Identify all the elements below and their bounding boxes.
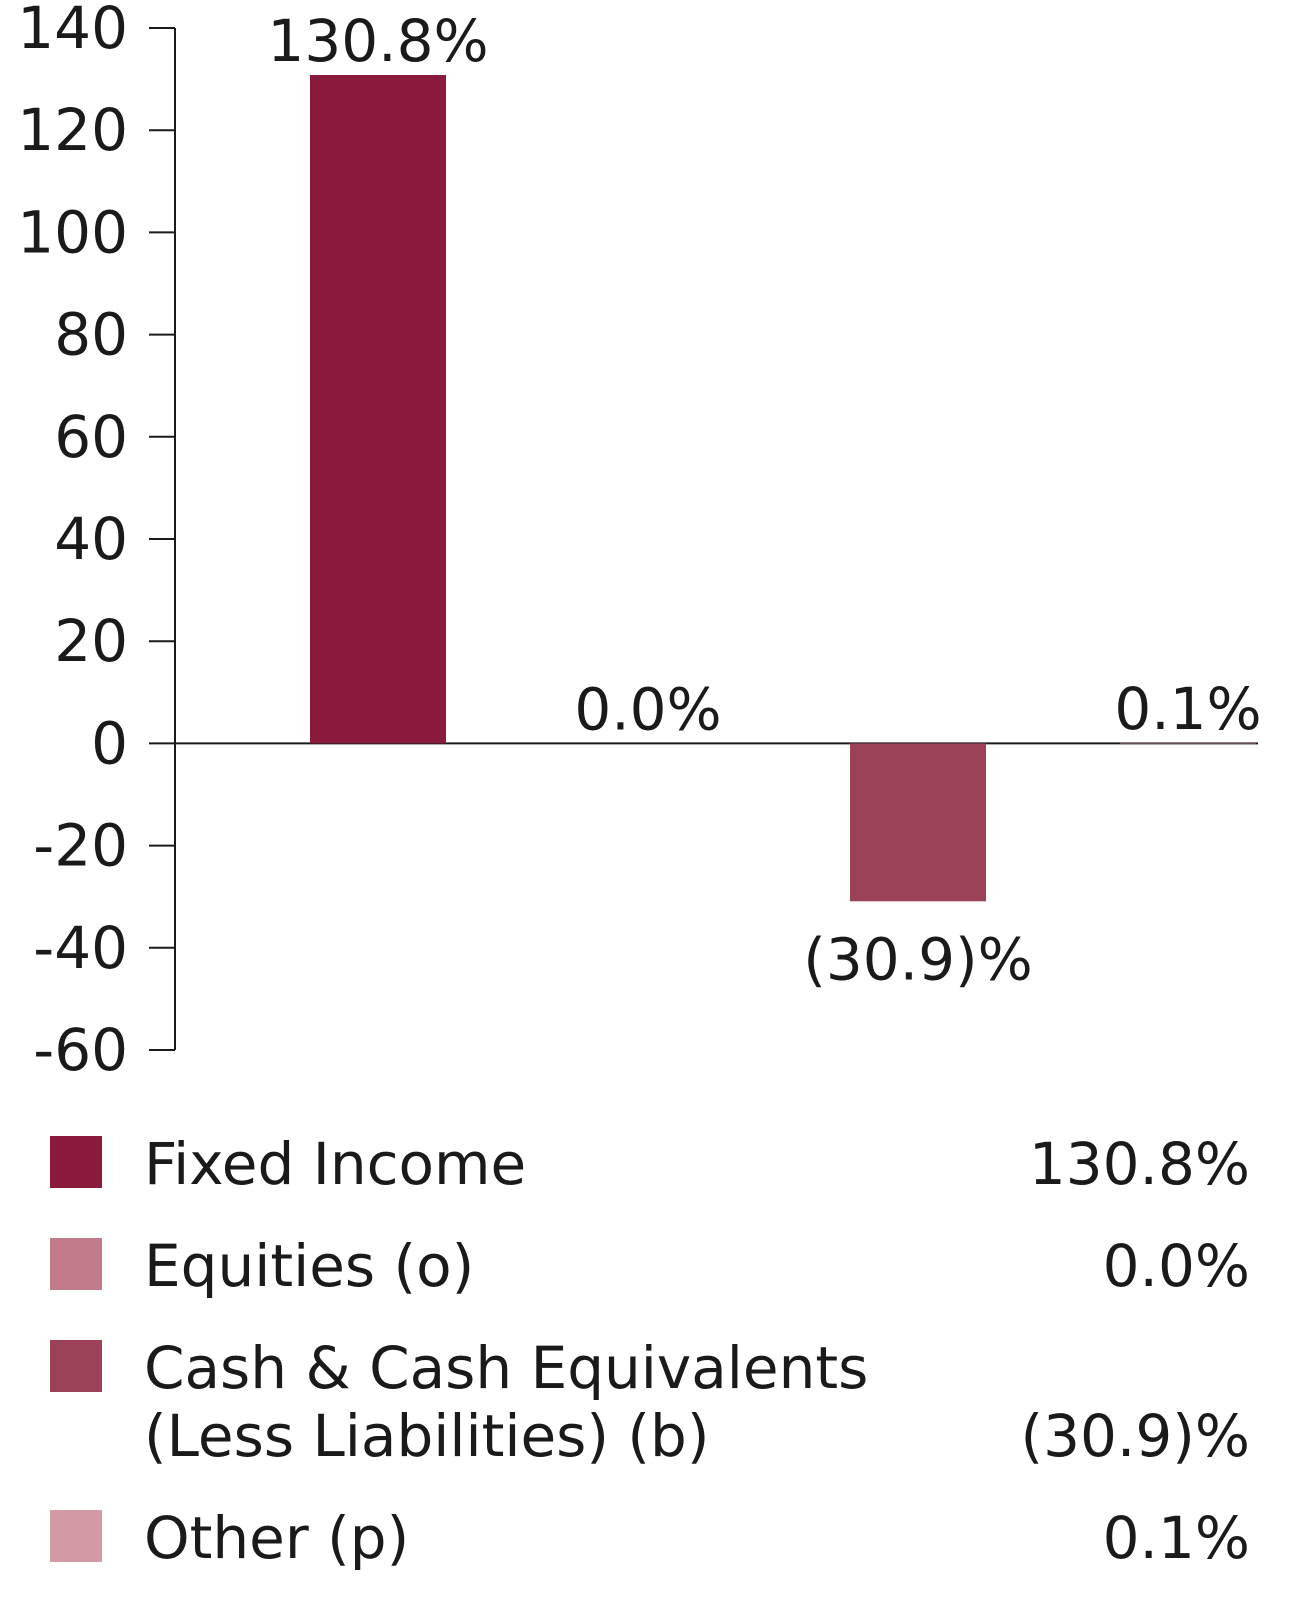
bar-chart: 140 120 100 80 60 40 20 0 -20 -40 -60 130.8% 0.0% (3… — [17, 0, 1261, 1084]
bar — [310, 75, 446, 744]
bar — [850, 743, 986, 902]
legend-label: Cash & Cash Equivalents (Less Liabilitie… — [144, 1334, 869, 1470]
data-label: 0.0% — [574, 675, 721, 743]
legend-label: Fixed Income — [144, 1130, 527, 1198]
y-tick-label: 20 — [54, 607, 128, 675]
data-label: 0.1% — [1114, 675, 1261, 743]
y-tick-label: -60 — [33, 1016, 128, 1084]
data-labels: 130.8% 0.0% (30.9)% 0.1% — [267, 7, 1261, 993]
legend-swatch — [50, 1340, 102, 1392]
y-tick-label: 40 — [54, 505, 128, 573]
legend-label: Equities (o) — [144, 1232, 475, 1300]
data-label: 130.8% — [267, 7, 488, 75]
data-label: (30.9)% — [803, 925, 1033, 993]
bar — [1120, 742, 1256, 744]
y-axis: 140 120 100 80 60 40 20 0 -20 -40 -60 — [17, 0, 1258, 1084]
legend-value: (30.9)% — [1020, 1402, 1250, 1470]
y-tick-label: 0 — [91, 709, 128, 777]
y-tick-label: 100 — [17, 198, 128, 266]
legend-value: 0.1% — [1102, 1504, 1250, 1572]
y-tick-label: 120 — [17, 96, 128, 164]
legend-label: Other (p) — [144, 1504, 410, 1572]
legend-swatch — [50, 1136, 102, 1188]
y-tick-label: 60 — [54, 403, 128, 471]
y-tick-label: 140 — [17, 0, 128, 62]
legend-value: 130.8% — [1028, 1130, 1250, 1198]
y-tick-label: -40 — [33, 914, 128, 982]
bars — [310, 75, 1256, 902]
legend-swatch — [50, 1510, 102, 1562]
legend-swatch — [50, 1238, 102, 1290]
y-tick-label: 80 — [54, 301, 128, 369]
legend-value: 0.0% — [1102, 1232, 1250, 1300]
y-tick-label: -20 — [33, 812, 128, 880]
